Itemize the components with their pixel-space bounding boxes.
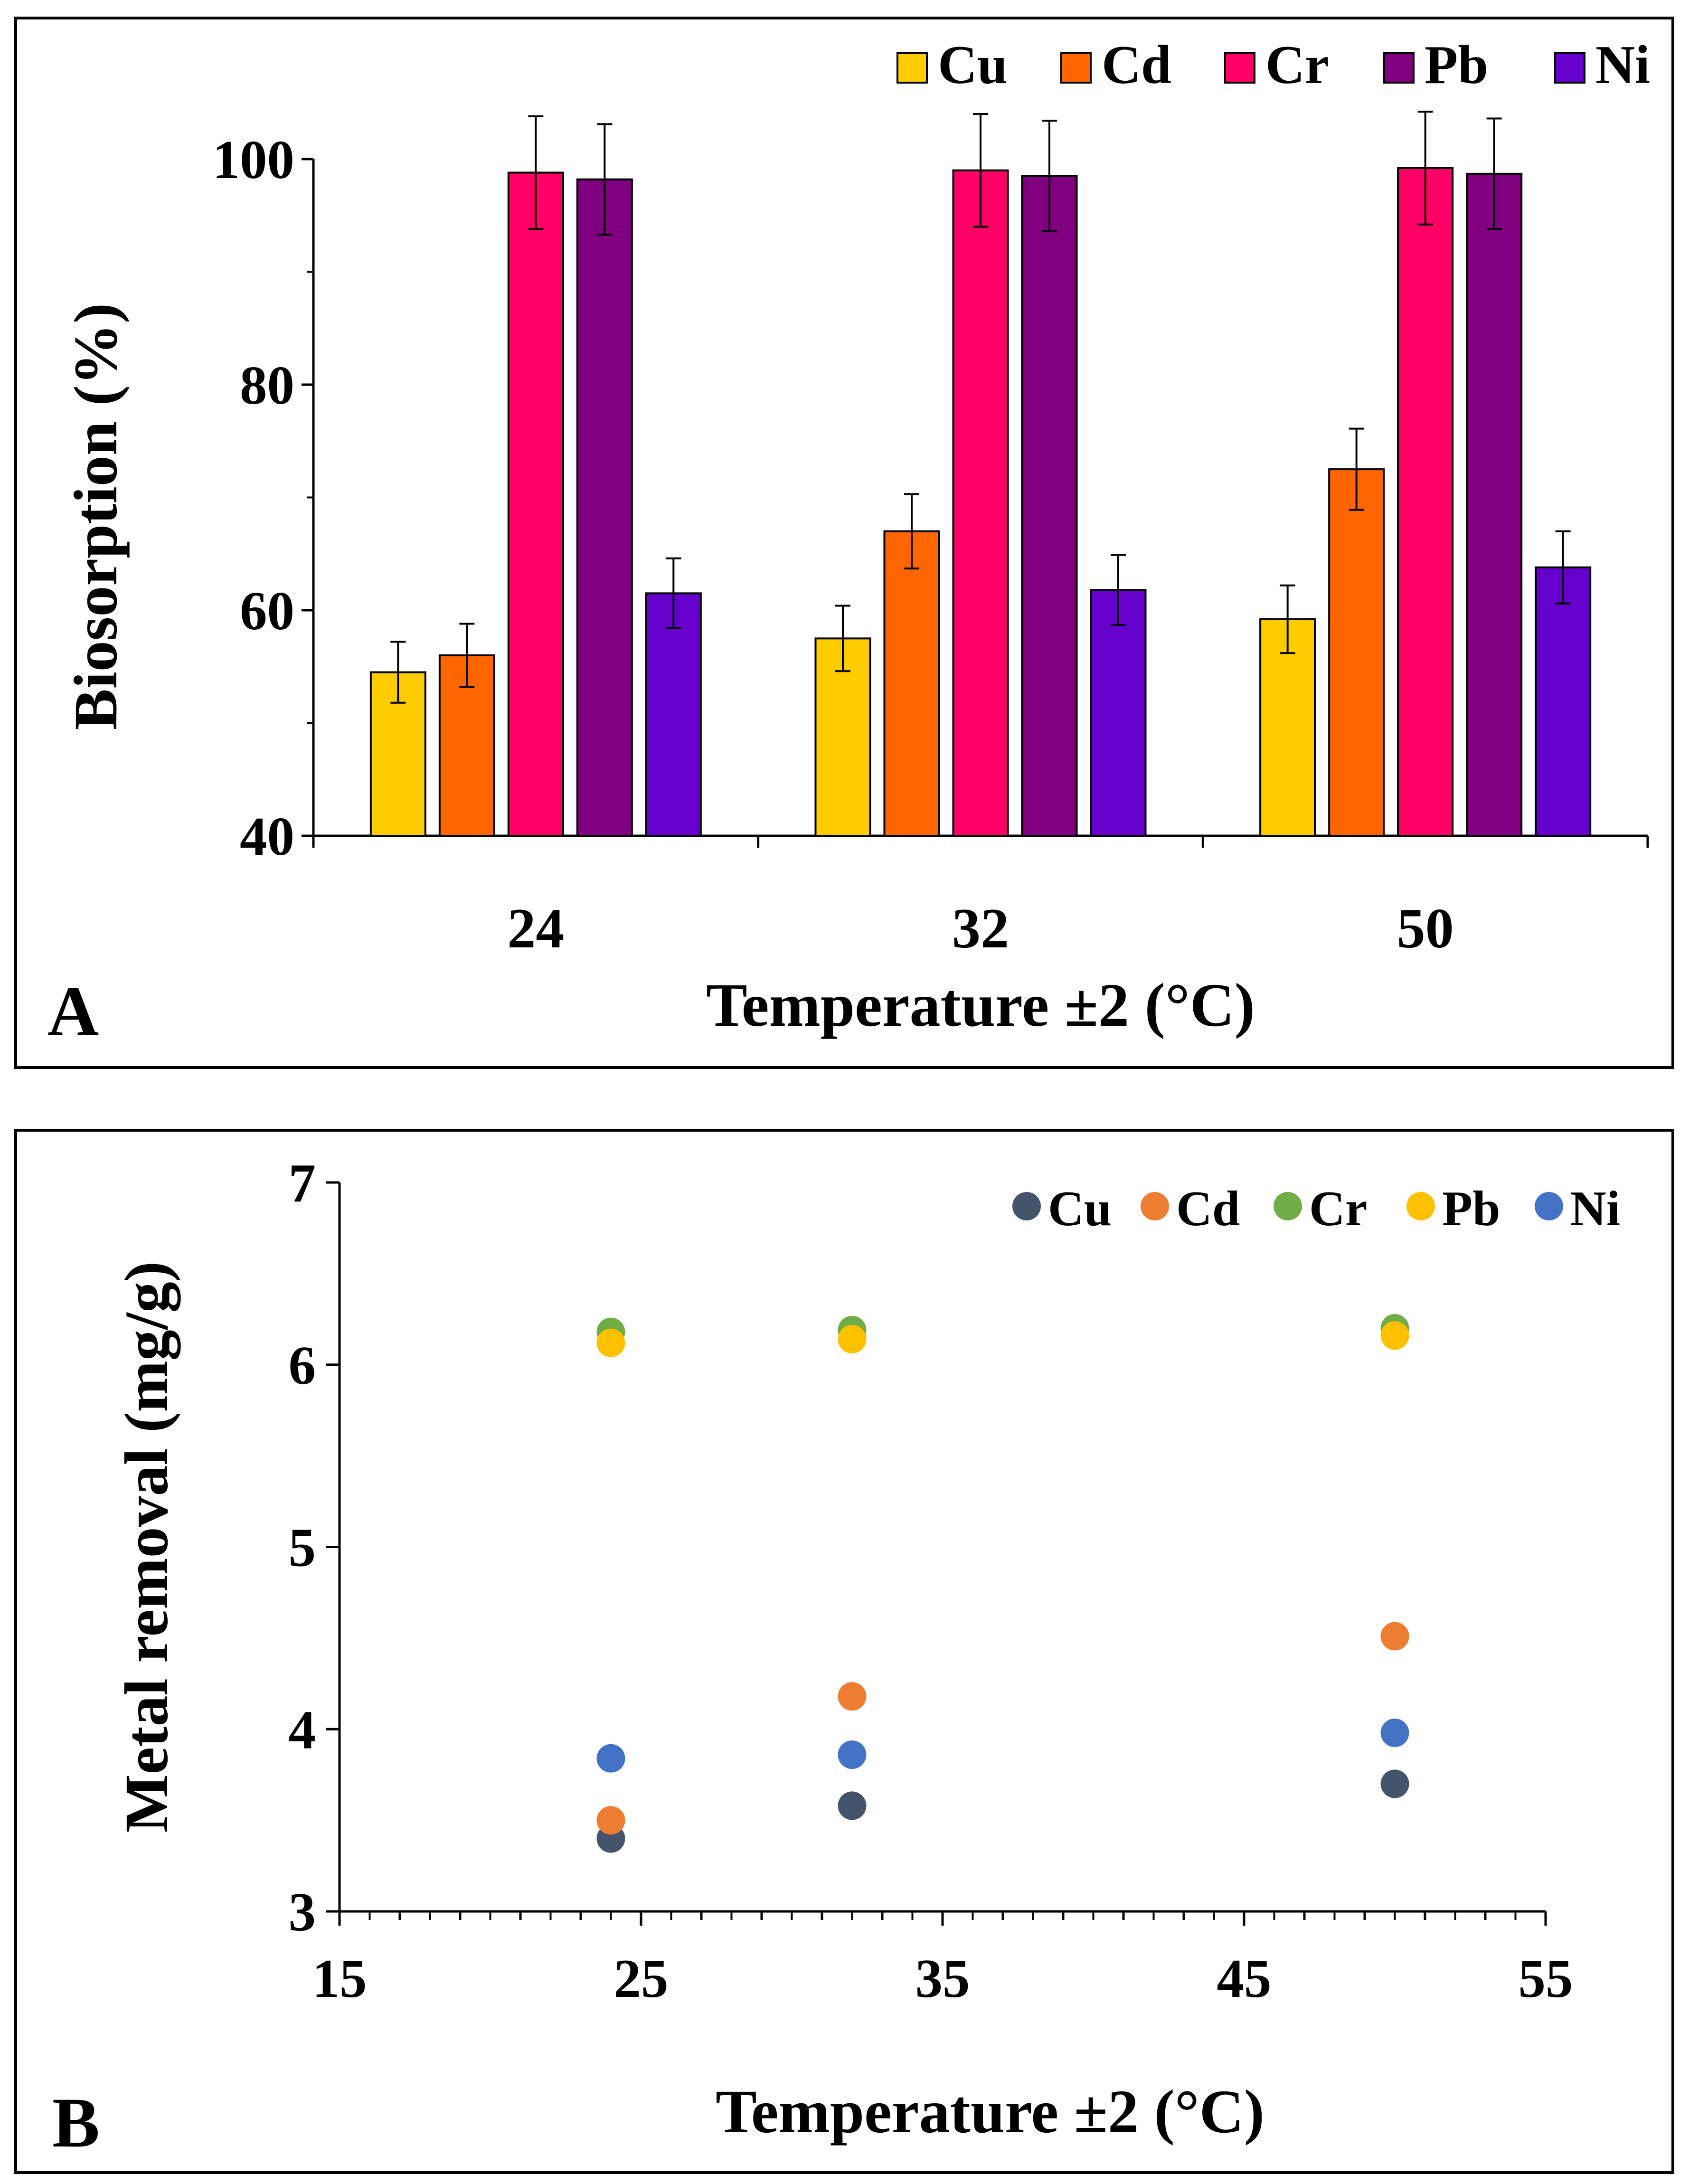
legend-swatch xyxy=(896,52,928,84)
error-bar-cu xyxy=(390,641,406,704)
x-axis-title: Temperature ±2 (°C) xyxy=(706,971,1255,1040)
legend-marker xyxy=(1535,1192,1563,1220)
y-tick-label: 3 xyxy=(289,1882,316,1942)
point-pb xyxy=(838,1325,867,1354)
legend: Cu Cd Cr Pb Ni xyxy=(896,35,1650,95)
error-bar-pb xyxy=(597,123,613,236)
legend-item-cd: Cd xyxy=(1141,1181,1240,1236)
y-tick-label: 4 xyxy=(289,1700,316,1760)
bar-pb xyxy=(576,178,633,837)
bar-ni xyxy=(1090,589,1147,837)
error-bar-ni xyxy=(666,557,681,629)
error-bar-cd xyxy=(1349,427,1364,511)
x-tick-label: 32 xyxy=(952,897,1009,960)
legend-label: Pb xyxy=(1425,35,1488,95)
legend-label: Cu xyxy=(1048,1181,1112,1236)
legend-item-cr: Cr xyxy=(1274,1181,1367,1236)
y-tick-label: 5 xyxy=(289,1518,316,1578)
legend-label: Cr xyxy=(1309,1181,1367,1236)
point-ni xyxy=(1380,1718,1409,1747)
bar-ni xyxy=(645,592,702,837)
legend-item-pb: Pb xyxy=(1383,35,1488,95)
point-cd xyxy=(1380,1622,1409,1651)
panel-b-label: B xyxy=(52,2083,100,2162)
legend-swatch xyxy=(1224,52,1255,84)
bar-cr xyxy=(507,171,564,837)
error-bar-cr xyxy=(528,115,544,230)
error-bar-cu xyxy=(835,605,850,672)
legend-label: Ni xyxy=(1595,35,1650,95)
bar-pb xyxy=(1021,175,1078,837)
error-bar-ni xyxy=(1555,530,1571,605)
error-bar-pb xyxy=(1486,117,1502,230)
legend-swatch xyxy=(1060,52,1092,84)
biosorption-bar-chart: 40 60 80 100 24 32 50 Temperature ±2 (°C) Biosor… xyxy=(62,35,1650,1040)
bar-pb xyxy=(1466,172,1523,837)
x-tick-label: 24 xyxy=(507,897,564,960)
error-bar-pb xyxy=(1042,120,1057,232)
panel-b-frame xyxy=(14,1129,1674,2174)
y-tick-label: 60 xyxy=(240,581,294,641)
legend-marker xyxy=(1406,1192,1435,1220)
legend-item-cu: Cu xyxy=(1012,1181,1112,1236)
legend-item-cd: Cd xyxy=(1060,35,1171,95)
legend-label: Pb xyxy=(1442,1181,1500,1236)
legend-label: Cu xyxy=(938,35,1008,95)
y-tick-label: 7 xyxy=(289,1153,316,1213)
legend: Cu Cd Cr Pb Ni xyxy=(1012,1181,1620,1236)
x-tick-label: 50 xyxy=(1397,897,1454,960)
bar-cr xyxy=(952,169,1009,837)
legend-item-cr: Cr xyxy=(1224,35,1329,95)
legend-label: Cd xyxy=(1176,1181,1240,1236)
error-bar-cu xyxy=(1280,584,1295,654)
legend-item-cu: Cu xyxy=(896,35,1008,95)
bar-cd xyxy=(1328,468,1385,837)
x-tick-label: 25 xyxy=(614,1948,669,2009)
x-tick-label: 55 xyxy=(1519,1948,1573,2009)
legend-marker xyxy=(1012,1192,1041,1220)
error-bar-cr xyxy=(1417,111,1433,226)
point-cu xyxy=(838,1791,867,1820)
legend-item-ni: Ni xyxy=(1535,1181,1620,1236)
x-axis-title: Temperature ±2 (°C) xyxy=(716,2078,1264,2146)
point-pb xyxy=(1380,1321,1409,1350)
error-bar-ni xyxy=(1111,554,1126,626)
bar-cu xyxy=(1259,618,1316,837)
x-tick-label: 35 xyxy=(915,1948,970,2009)
y-axis-title: Biosorption (%) xyxy=(62,303,130,730)
point-pb xyxy=(596,1328,625,1357)
legend-label: Cd xyxy=(1102,35,1171,95)
error-bar-cr xyxy=(973,113,988,228)
point-cd xyxy=(838,1682,867,1711)
legend-swatch xyxy=(1383,52,1415,84)
y-tick-label: 80 xyxy=(240,355,294,416)
error-bar-cd xyxy=(459,623,475,688)
bar-cr xyxy=(1397,167,1454,837)
error-bar-cd xyxy=(904,493,919,570)
y-axis-title: Metal removal (mg/g) xyxy=(113,1261,181,1833)
y-tick-label: 100 xyxy=(213,130,295,190)
x-tick-label: 45 xyxy=(1217,1948,1272,2009)
legend-item-pb: Pb xyxy=(1406,1181,1500,1236)
legend-label: Ni xyxy=(1570,1181,1620,1236)
y-tick-label: 6 xyxy=(289,1335,316,1396)
legend-swatch xyxy=(1554,52,1585,84)
y-tick-label: 40 xyxy=(240,806,294,867)
x-tick-label: 15 xyxy=(312,1948,367,2009)
legend-marker xyxy=(1141,1192,1169,1220)
bar-ni xyxy=(1535,566,1592,837)
legend-item-ni: Ni xyxy=(1554,35,1650,95)
legend-label: Cr xyxy=(1265,35,1329,95)
legend-marker xyxy=(1274,1192,1302,1220)
panel-a-label: A xyxy=(47,972,99,1051)
point-ni xyxy=(596,1744,625,1773)
point-cd xyxy=(596,1806,625,1835)
panel-a-frame xyxy=(14,17,1674,1069)
point-ni xyxy=(838,1740,867,1769)
bar-cd xyxy=(883,530,940,837)
point-cu xyxy=(1380,1769,1409,1798)
